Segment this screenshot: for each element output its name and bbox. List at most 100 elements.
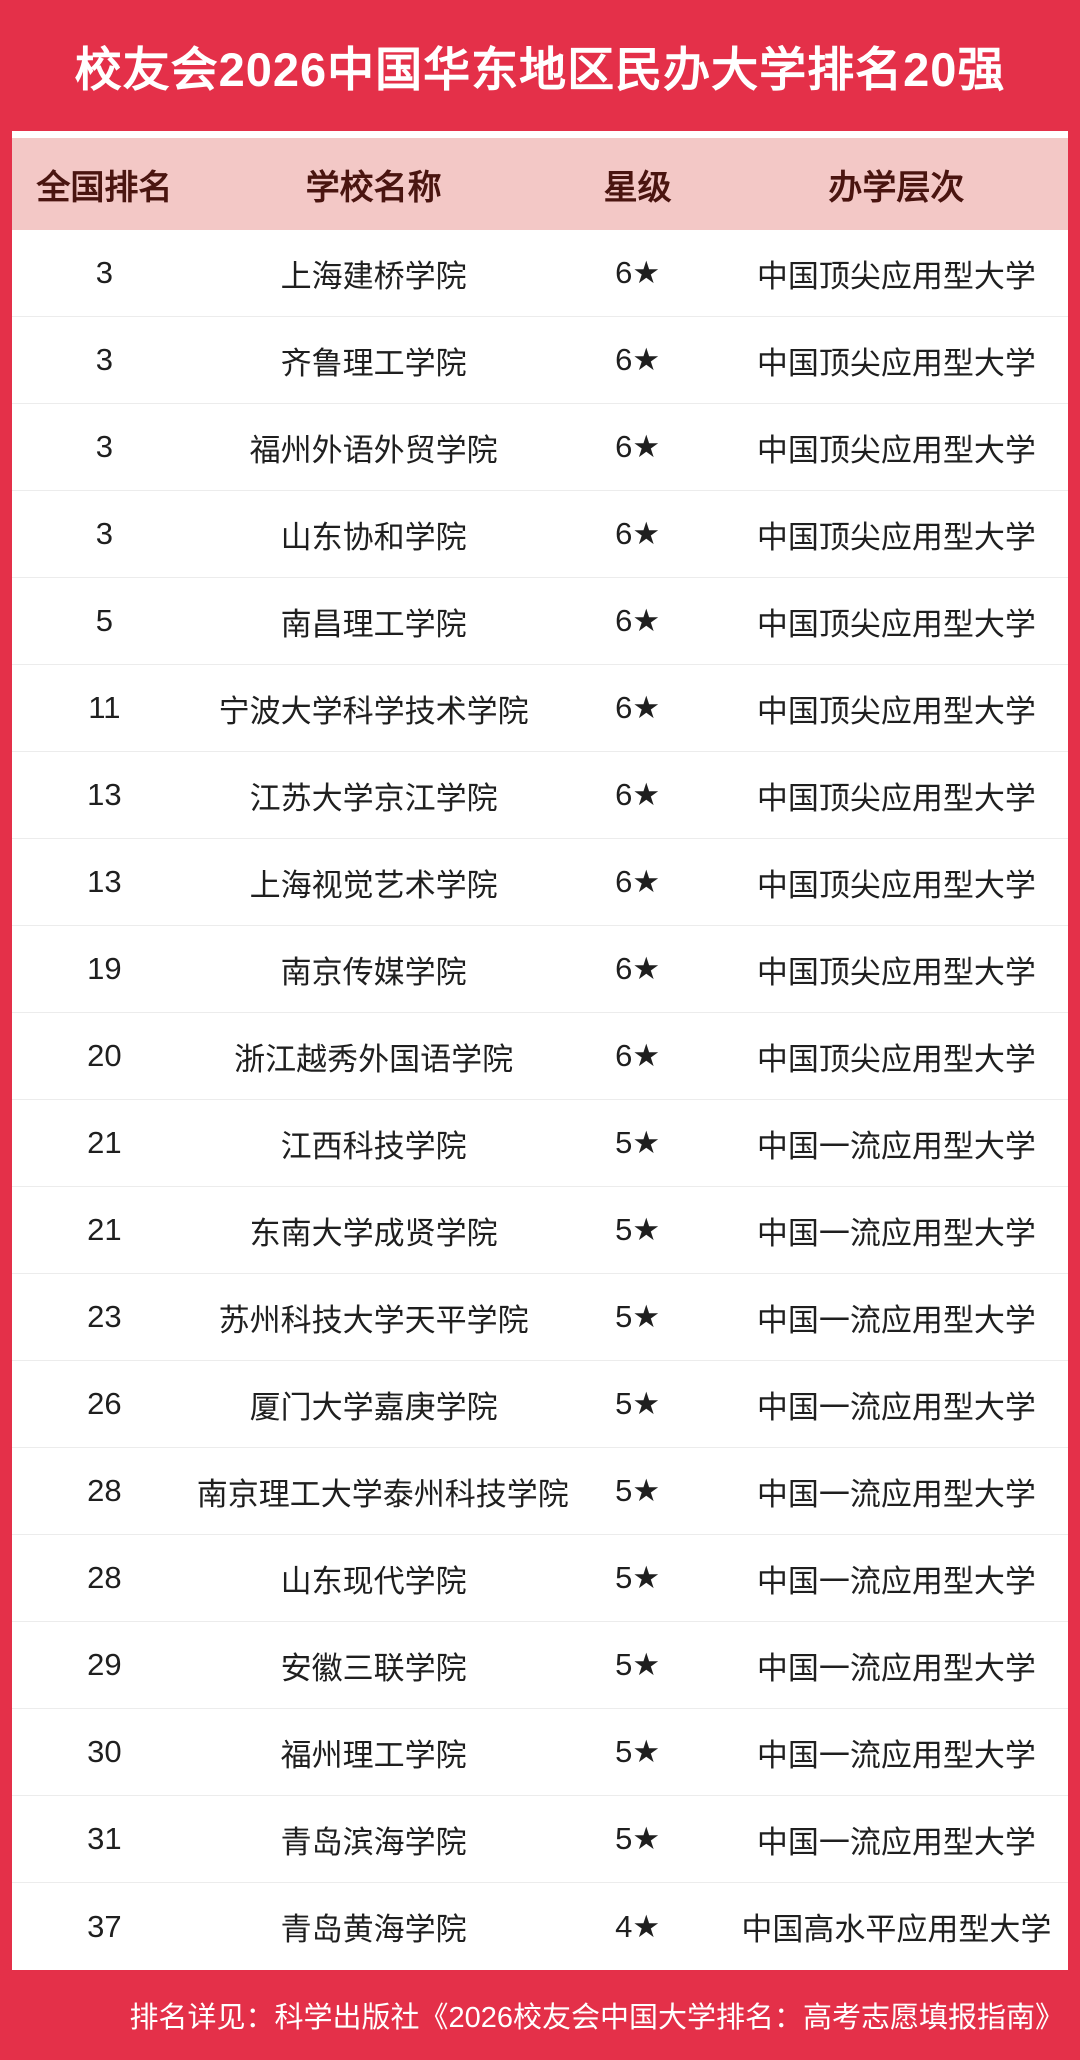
star-level-cell: 5★ [615,1473,661,1508]
education-tier-cell: 中国一流应用型大学 [756,1302,1036,1338]
star-level-cell: 6★ [615,603,661,638]
rank-cell: 28 [87,1560,122,1595]
star-level-cell: 6★ [615,1038,661,1073]
table-header-row: 全国排名 学校名称 星级 办学层次 [12,138,1068,230]
rank-cell: 3 [95,255,114,290]
star-level-cell: 5★ [615,1125,661,1160]
table-body: 3 上海建桥学院 6★ 中国顶尖应用型大学 3 齐鲁理工学院 6★ 中国顶尖应用型大学 3 福州外… [12,230,1068,1970]
education-tier-cell: 中国一流应用型大学 [756,1563,1036,1599]
table-row: 19 南京传媒学院 6★ 中国顶尖应用型大学 [12,926,1068,1013]
school-name-cell: 东南大学成贤学院 [249,1215,498,1251]
footer-banner: 排名详见：科学出版社《2026校友会中国大学排名：高考志愿填报指南》 [0,1970,1080,2060]
table-row: 30 福州理工学院 5★ 中国一流应用型大学 [12,1709,1068,1796]
star-level-cell: 5★ [615,1734,661,1769]
school-name-cell: 山东现代学院 [280,1563,467,1599]
school-name-cell: 福州外语外贸学院 [249,432,498,468]
education-tier-cell: 中国一流应用型大学 [756,1650,1036,1686]
star-level-cell: 5★ [615,1212,661,1247]
column-header-school-name: 学校名称 [305,168,442,207]
school-name-cell: 南京理工大学泰州科技学院 [196,1476,569,1512]
school-name-cell: 山东协和学院 [280,519,467,555]
table-row: 3 福州外语外贸学院 6★ 中国顶尖应用型大学 [12,404,1068,491]
rank-cell: 11 [88,690,121,725]
table-row: 3 上海建桥学院 6★ 中国顶尖应用型大学 [12,230,1068,317]
rank-cell: 21 [87,1125,122,1160]
school-name-cell: 青岛黄海学院 [280,1912,467,1947]
education-tier-cell: 中国顶尖应用型大学 [756,258,1036,294]
star-level-cell: 6★ [615,516,661,551]
school-name-cell: 上海建桥学院 [280,258,467,294]
star-level-cell: 6★ [615,864,661,899]
star-level-cell: 6★ [615,777,661,812]
table-row: 13 江苏大学京江学院 6★ 中国顶尖应用型大学 [12,752,1068,839]
star-level-cell: 5★ [615,1560,661,1595]
column-header-star-level: 星级 [603,168,672,207]
education-tier-cell: 中国一流应用型大学 [756,1476,1036,1512]
rank-cell: 5 [95,603,114,638]
school-name-cell: 厦门大学嘉庚学院 [249,1389,498,1425]
table-row: 26 厦门大学嘉庚学院 5★ 中国一流应用型大学 [12,1361,1068,1448]
star-level-cell: 6★ [615,951,661,986]
table-row: 5 南昌理工学院 6★ 中国顶尖应用型大学 [12,578,1068,665]
table-row: 3 齐鲁理工学院 6★ 中国顶尖应用型大学 [12,317,1068,404]
rank-cell: 29 [87,1647,122,1682]
rank-cell: 31 [87,1821,122,1856]
education-tier-cell: 中国一流应用型大学 [756,1824,1036,1860]
education-tier-cell: 中国一流应用型大学 [756,1215,1036,1251]
table-row: 28 南京理工大学泰州科技学院 5★ 中国一流应用型大学 [12,1448,1068,1535]
column-header-education-tier: 办学层次 [828,168,965,207]
table-row: 11 宁波大学科学技术学院 6★ 中国顶尖应用型大学 [12,665,1068,752]
table-row: 20 浙江越秀外国语学院 6★ 中国顶尖应用型大学 [12,1013,1068,1100]
education-tier-cell: 中国顶尖应用型大学 [756,606,1036,642]
title-banner: 校友会2026中国华东地区民办大学排名20强 [0,0,1080,131]
star-level-cell: 5★ [615,1647,661,1682]
school-name-cell: 宁波大学科学技术学院 [218,693,529,729]
star-level-cell: 6★ [615,429,661,464]
education-tier-cell: 中国顶尖应用型大学 [756,345,1036,381]
table-row: 21 东南大学成贤学院 5★ 中国一流应用型大学 [12,1187,1068,1274]
star-level-cell: 6★ [615,255,661,290]
table-row: 21 江西科技学院 5★ 中国一流应用型大学 [12,1100,1068,1187]
rank-cell: 30 [87,1734,122,1769]
star-level-cell: 5★ [615,1299,661,1334]
education-tier-cell: 中国顶尖应用型大学 [756,693,1036,729]
school-name-cell: 福州理工学院 [280,1737,467,1773]
rank-cell: 21 [87,1212,122,1247]
education-tier-cell: 中国顶尖应用型大学 [756,780,1036,816]
table-row: 28 山东现代学院 5★ 中国一流应用型大学 [12,1535,1068,1622]
school-name-cell: 江西科技学院 [280,1128,467,1164]
education-tier-cell: 中国一流应用型大学 [756,1737,1036,1773]
rank-cell: 23 [87,1299,122,1334]
school-name-cell: 苏州科技大学天平学院 [218,1302,529,1338]
star-level-cell: 4★ [615,1908,661,1944]
table-row: 13 上海视觉艺术学院 6★ 中国顶尖应用型大学 [12,839,1068,926]
table-row: 37 青岛黄海学院 4★ 中国高水平应用型大学 [12,1883,1068,1970]
star-level-cell: 6★ [615,690,661,725]
table-row: 3 山东协和学院 6★ 中国顶尖应用型大学 [12,491,1068,578]
table-row: 31 青岛滨海学院 5★ 中国一流应用型大学 [12,1796,1068,1883]
rank-cell: 19 [87,951,122,986]
education-tier-cell: 中国顶尖应用型大学 [756,954,1036,990]
school-name-cell: 南昌理工学院 [280,606,467,642]
school-name-cell: 南京传媒学院 [280,954,467,990]
education-tier-cell: 中国一流应用型大学 [756,1128,1036,1164]
school-name-cell: 浙江越秀外国语学院 [234,1041,514,1077]
education-tier-cell: 中国顶尖应用型大学 [756,867,1036,903]
rank-cell: 13 [87,777,122,812]
star-level-cell: 5★ [615,1386,661,1421]
school-name-cell: 安徽三联学院 [280,1650,467,1686]
rank-cell: 20 [87,1038,122,1073]
education-tier-cell: 中国一流应用型大学 [756,1389,1036,1425]
star-level-cell: 5★ [615,1821,661,1856]
education-tier-cell: 中国顶尖应用型大学 [756,432,1036,468]
rank-cell: 3 [95,429,114,464]
table-row: 29 安徽三联学院 5★ 中国一流应用型大学 [12,1622,1068,1709]
ranking-table-card: 全国排名 学校名称 星级 办学层次 3 上海建桥学院 6★ 中国顶尖应用型大学 3 齐鲁理… [12,131,1068,1970]
column-header-national-rank: 全国排名 [36,168,173,207]
rank-cell: 3 [95,516,114,551]
rank-cell: 3 [95,342,114,377]
rank-cell: 26 [87,1386,122,1421]
page-title: 校友会2026中国华东地区民办大学排名20强 [74,43,1006,96]
education-tier-cell: 中国顶尖应用型大学 [756,519,1036,555]
